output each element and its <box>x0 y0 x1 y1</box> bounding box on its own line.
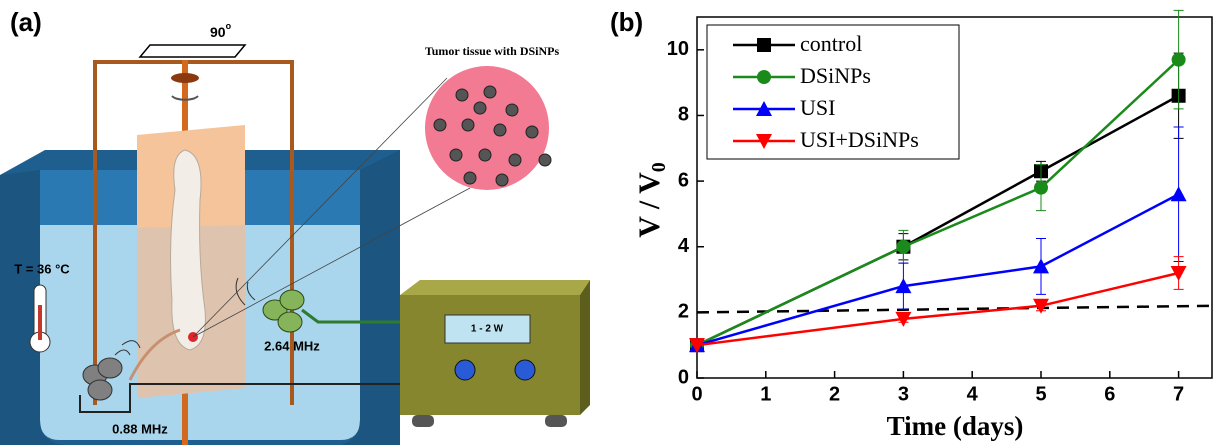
series-line <box>697 194 1179 345</box>
legend-label: USI <box>800 95 835 120</box>
diagram: (a) 90o Tumor tissue with DSiNPs <box>0 7 590 445</box>
marker <box>1034 181 1048 195</box>
x-tick-label: 6 <box>1104 383 1115 405</box>
marker <box>1033 258 1049 273</box>
x-tick-label: 0 <box>691 383 702 405</box>
device-top <box>400 280 590 295</box>
inset-title: Tumor tissue with DSiNPs <box>425 44 560 58</box>
y-tick-label: 6 <box>678 169 689 191</box>
y-tick-label: 4 <box>678 235 690 257</box>
y-axis-label-sub: 0 <box>648 162 670 172</box>
knob <box>171 73 199 83</box>
y-tick-label: 0 <box>678 366 689 388</box>
knob-button[interactable] <box>515 360 535 380</box>
x-axis-label: Time (days) <box>887 411 1024 441</box>
figure: (a) 90o Tumor tissue with DSiNPs <box>0 0 1213 445</box>
legend-marker <box>757 70 771 84</box>
y-tick-label: 10 <box>667 38 689 60</box>
freq-left: 0.88 MHz <box>112 421 168 436</box>
angle-value: 90 <box>210 24 226 40</box>
legend-marker <box>757 38 771 52</box>
panel-label: (a) <box>10 7 42 37</box>
marker <box>1172 53 1186 67</box>
marker <box>1171 186 1187 201</box>
y-tick-label: 2 <box>678 301 689 323</box>
marker <box>896 240 910 254</box>
device-foot <box>412 415 434 427</box>
angle-label: 90o <box>210 21 232 39</box>
legend-label: control <box>800 31 862 56</box>
x-tick-label: 7 <box>1173 383 1184 405</box>
legend-label: USI+DSiNPs <box>800 127 919 152</box>
x-tick-label: 3 <box>898 383 909 405</box>
x-tick-label: 5 <box>1035 383 1046 405</box>
device-side <box>580 280 590 415</box>
x-tick-label: 2 <box>829 383 840 405</box>
legend-label: DSiNPs <box>800 63 871 88</box>
mouse <box>171 150 206 350</box>
thermometer-fluid <box>38 305 42 340</box>
angle-sup: o <box>226 21 232 31</box>
knob-button[interactable] <box>455 360 475 380</box>
rotation-frame <box>140 45 245 57</box>
y-tick-label: 8 <box>678 104 689 126</box>
x-tick-label: 1 <box>760 383 771 405</box>
panel-label: (b) <box>610 7 643 37</box>
y-axis-label: V / V0 <box>633 162 670 238</box>
x-tick-label: 4 <box>967 383 979 405</box>
freq-right: 2.64 MHz <box>264 338 320 353</box>
device <box>400 295 580 415</box>
device-foot <box>545 415 567 427</box>
power-label: 1 - 2 W <box>471 324 504 335</box>
temperature-label: T = 36 °C <box>14 261 70 276</box>
y-axis-label-main: V / V <box>633 172 666 238</box>
